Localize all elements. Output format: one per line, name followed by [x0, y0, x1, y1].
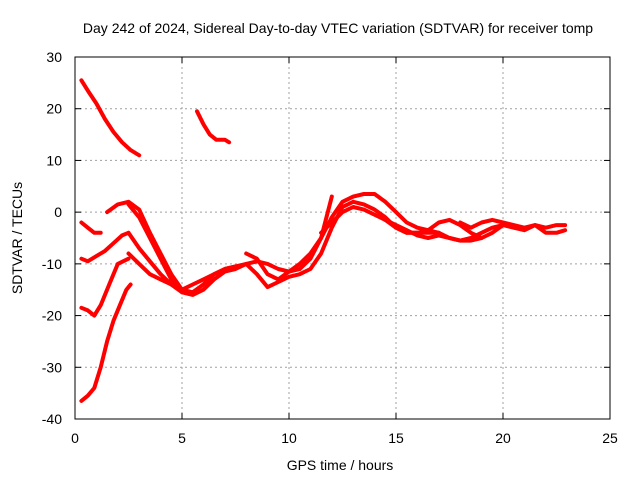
series-line-arc-8 — [126, 194, 334, 297]
series-line-arc-10 — [126, 251, 184, 295]
series-line-arc-6 — [79, 282, 133, 403]
x-tick-label: 5 — [178, 430, 186, 446]
plot-frame — [74, 56, 611, 420]
x-tick-label: 25 — [602, 430, 618, 446]
x-axis-label: GPS time / hours — [287, 457, 394, 473]
series-line-arc-1 — [79, 78, 142, 158]
y-axis-label: SDTVAR / TECUs — [9, 182, 25, 294]
series-line-arc-11 — [244, 192, 484, 282]
series-line-arc-14 — [458, 217, 568, 235]
axis-ticks: 0 5 10 15 20 25 -40 -30 -20 -10 0 10 20 30 — [42, 49, 618, 446]
y-tick-label: 10 — [46, 152, 62, 168]
series-line-arc-5 — [79, 256, 131, 318]
y-tick-label: 30 — [46, 49, 62, 65]
series-line-arc-3 — [79, 220, 103, 235]
x-tick-label: 15 — [388, 430, 404, 446]
grid-lines — [75, 57, 610, 419]
x-tick-label: 10 — [281, 430, 297, 446]
data-series — [79, 78, 568, 403]
y-tick-label: -30 — [42, 359, 62, 375]
y-tick-label: -10 — [42, 256, 62, 272]
series-line-arc-2 — [195, 109, 232, 145]
y-tick-label: 20 — [46, 101, 62, 117]
y-tick-label: -40 — [42, 411, 62, 427]
series-line-arc-4 — [79, 230, 131, 264]
x-tick-label: 20 — [495, 430, 511, 446]
x-tick-label: 0 — [71, 430, 79, 446]
chart-title: Day 242 of 2024, Sidereal Day-to-day VTE… — [83, 20, 593, 36]
y-tick-label: 0 — [54, 204, 62, 220]
y-tick-label: -20 — [42, 308, 62, 324]
